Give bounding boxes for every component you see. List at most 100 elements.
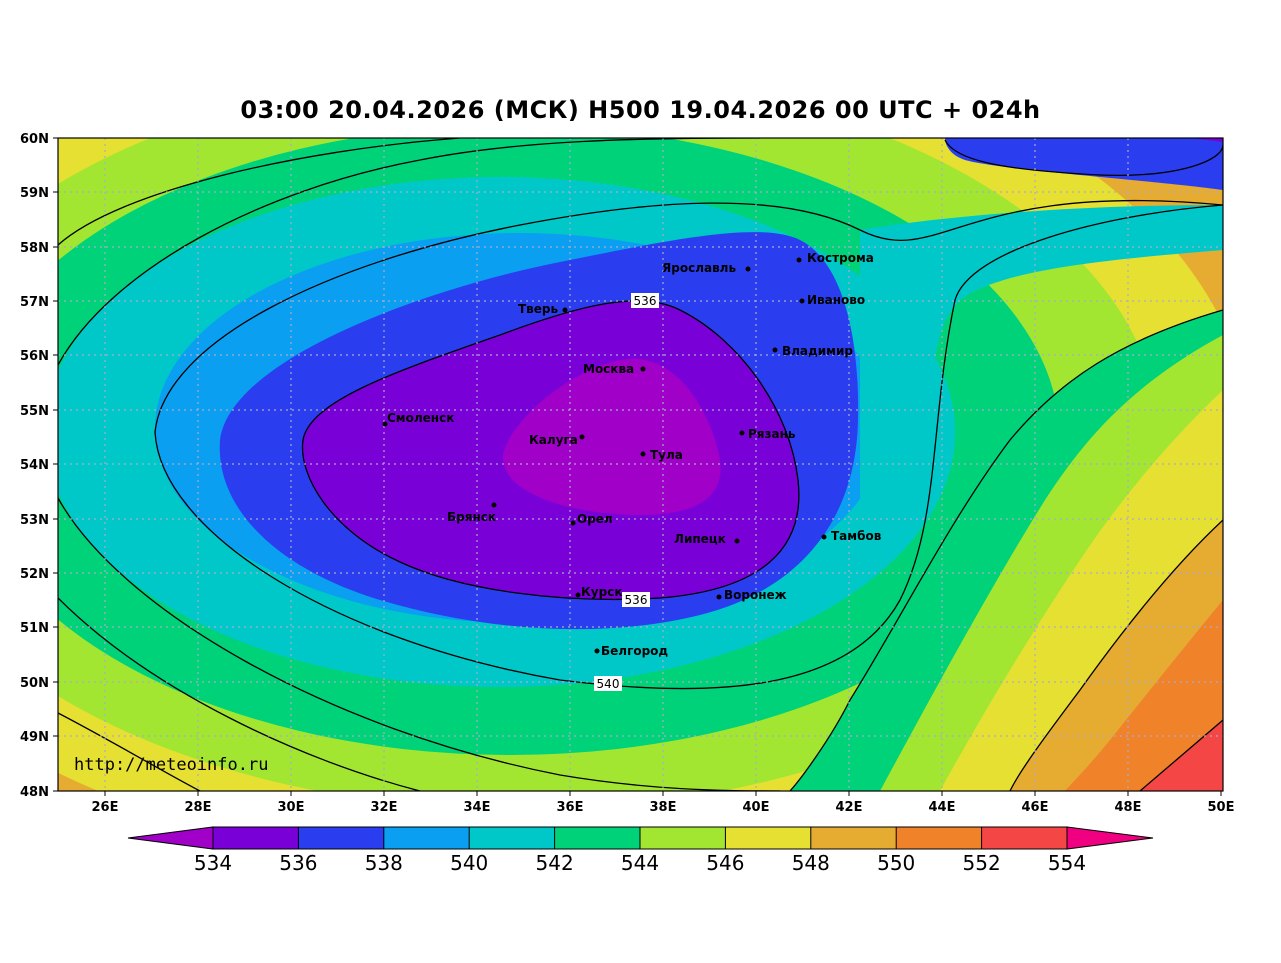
contour-548-nw [58,138,461,246]
colorbar-segment [810,827,897,849]
lon-label: 42E [836,800,863,815]
lat-labels: 60N 59N 58N 57N 56N 55N 54N 53N 52N 51N … [20,132,49,800]
colorbar-segment [896,827,982,849]
colorbar-under-arrow [127,826,214,850]
watermark: http://meteoinfo.ru [74,755,268,775]
lon-label: 44E [929,800,956,815]
lon-label: 32E [371,800,398,815]
contour-544-east [789,309,1223,791]
lat-label: 53N [20,513,49,528]
colorbar-label: 550 [877,851,915,875]
colorbar: 534 536 538 540 542 544 546 548 550 552 … [127,826,1154,875]
city-marker: Рязань [739,427,796,441]
lon-label: 40E [743,800,770,815]
colorbar-label: 540 [450,851,488,875]
contour-544-sw [58,497,781,791]
contour-label: 540 [597,677,620,691]
colorbar-label: 548 [792,851,830,875]
contour-536-ne [944,139,1223,176]
city-marker: Владимир [772,344,853,358]
lon-label: 28E [185,800,212,815]
band-below-534 [502,358,721,515]
contour-label: 536 [634,294,657,308]
lon-label: 30E [278,800,305,815]
colorbar-segment [213,827,299,849]
lon-label: 50E [1208,800,1235,815]
colorbar-segment [383,827,470,849]
lat-label: 56N [20,349,49,364]
colorbar-label: 542 [536,851,574,875]
city-name: Рязань [748,427,796,441]
colorbar-segment [554,827,640,849]
city-name: Курск [581,585,622,599]
contour-value-labels: 536 536 540 [594,293,659,691]
colorbar-segment [640,827,726,849]
colorbar-segment [981,827,1067,849]
city-name: Орел [577,512,613,526]
colorbar-label: 538 [365,851,403,875]
ticks [53,137,1222,796]
contour-lines [58,138,1223,791]
colorbar-segment [469,827,555,849]
city-marker: Смоленск [382,411,454,427]
lat-label: 52N [20,567,49,582]
ne-band-534-536 [1190,138,1223,142]
city-name: Воронеж [724,588,787,602]
city-name: Иваново [807,293,865,307]
map-title: 03:00 20.04.2026 (МСК) H500 19.04.2026 0… [240,96,1041,124]
lon-label: 46E [1022,800,1049,815]
contour-540-north [154,199,1223,433]
city-marker: Тула [640,448,683,462]
city-marker: Ярославль [662,261,751,275]
lon-label: 36E [557,800,584,815]
lat-label: 60N [20,132,49,147]
lat-label: 50N [20,676,49,691]
lat-label: 57N [20,295,49,310]
lon-label: 48E [1115,800,1142,815]
city-marker: Тверь [518,302,568,316]
lat-label: 48N [20,785,49,800]
city-name: Ярославль [662,261,736,275]
city-name: Калуга [529,433,578,447]
ne-band-536-538 [945,138,1223,190]
colorbar-over-arrow [1066,826,1154,850]
contour-548-east [1009,519,1223,791]
lon-label: 26E [92,800,119,815]
city-name: Белгород [601,644,668,658]
colorbar-label: 534 [194,851,232,875]
city-marker: Брянск [447,502,497,524]
city-marker: Кострома [796,251,874,265]
city-name: Тула [650,448,683,462]
contour-540-south [154,204,1223,690]
lat-label: 54N [20,458,49,473]
colorbar-segment [298,827,384,849]
city-marker: Калуга [529,433,585,447]
city-marker: Липецк [674,532,740,546]
lon-label: 38E [650,800,677,815]
city-name: Москва [583,362,634,376]
city-name: Кострома [807,251,874,265]
contour-552-east [1139,719,1223,791]
colorbar-label: 546 [706,851,744,875]
city-marker: Белгород [594,644,668,658]
lat-label: 59N [20,186,49,201]
contour-548-sw [58,597,421,791]
colorbar-label: 554 [1048,851,1086,875]
lat-label: 51N [20,621,49,636]
city-name: Тамбов [831,529,882,543]
lat-label: 55N [20,404,49,419]
city-name: Брянск [447,510,496,524]
city-marker: Воронеж [716,588,787,602]
city-marker: Тамбов [821,529,882,543]
city-name: Смоленск [387,411,454,425]
city-name: Тверь [518,302,559,316]
lat-label: 49N [20,730,49,745]
colorbar-label: 552 [963,851,1001,875]
contour-552-sw [58,712,201,791]
lon-label: 34E [464,800,491,815]
contour-544-nw [58,138,761,366]
colorbar-label: 536 [279,851,317,875]
colorbar-label: 544 [621,851,659,875]
